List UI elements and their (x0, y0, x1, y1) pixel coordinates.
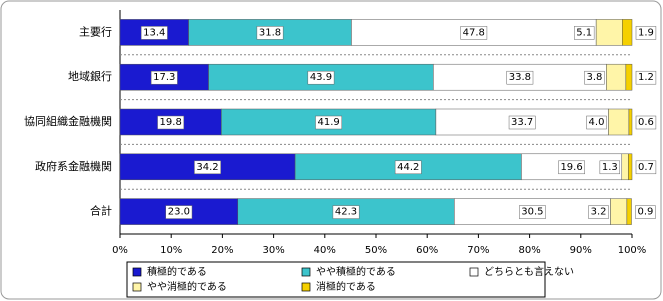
bar-segment (626, 198, 632, 225)
label-box (140, 26, 168, 40)
x-tick-label: 20% (211, 245, 233, 256)
legend-swatch (132, 282, 142, 292)
label-box (150, 70, 178, 85)
label-box (588, 205, 609, 219)
x-tick-label: 30% (262, 245, 284, 256)
label-box (635, 115, 657, 130)
bar-segment (610, 198, 628, 225)
legend-label: どちらとも言えない (484, 265, 574, 278)
value-label: 0.6 (638, 117, 654, 128)
value-label: 19.8 (160, 117, 182, 128)
category-label: 主要行 (79, 25, 112, 38)
value-label: 33.8 (509, 72, 531, 83)
label-box (315, 115, 343, 130)
value-label: 1.2 (638, 72, 654, 83)
label-box (332, 205, 360, 219)
value-label: 41.9 (318, 117, 340, 128)
label-box (194, 160, 221, 175)
value-label: 19.6 (560, 162, 582, 173)
label-box (460, 26, 488, 40)
label-box (558, 160, 585, 175)
value-label: 17.3 (153, 72, 175, 83)
legend-swatch (301, 282, 311, 292)
category-label: 地域銀行 (68, 69, 112, 83)
label-box (508, 115, 536, 130)
x-tick-label: 10% (160, 245, 182, 256)
value-label: 1.3 (602, 162, 618, 173)
value-label: 4.0 (589, 117, 605, 128)
x-tick-label: 80% (518, 245, 540, 256)
bar-segment (628, 153, 633, 181)
category-label: 合計 (90, 204, 112, 218)
x-tick-label: 50% (365, 245, 387, 256)
category-label: 協同組織金融機関 (24, 114, 112, 128)
label-box (506, 70, 534, 85)
value-label: 1.9 (638, 27, 654, 38)
value-label: 47.8 (463, 27, 485, 38)
label-box (256, 26, 284, 40)
legend-label: やや積極的である (316, 265, 396, 278)
legend-label: 積極的である (147, 265, 207, 278)
bar-segment (625, 63, 633, 91)
bar-segment (622, 19, 633, 46)
label-box (157, 115, 185, 130)
value-label: 3.2 (591, 207, 607, 218)
bar-segment (595, 19, 623, 46)
value-label: 44.2 (397, 162, 419, 173)
label-box (307, 70, 335, 85)
label-box (165, 205, 193, 219)
legend-label: やや消極的である (147, 280, 227, 293)
value-label: 42.3 (335, 207, 357, 218)
category-label: 政府系金融機関 (35, 159, 112, 173)
legend-swatch (301, 267, 311, 277)
label-box (635, 26, 657, 40)
value-label: 0.9 (637, 207, 653, 218)
bar-segment (606, 63, 627, 91)
label-box (635, 160, 657, 175)
legend-swatch (469, 267, 479, 277)
label-box (394, 160, 422, 175)
value-label: 13.4 (143, 27, 165, 38)
value-label: 34.2 (196, 162, 218, 173)
value-label: 3.8 (586, 72, 602, 83)
label-box (599, 160, 621, 175)
value-label: 43.9 (310, 72, 332, 83)
x-tick-label: 100% (618, 245, 647, 256)
value-label: 31.8 (259, 27, 281, 38)
label-box (519, 205, 546, 219)
bar-segment (628, 108, 633, 136)
x-tick-label: 40% (314, 245, 336, 256)
x-tick-label: 90% (570, 245, 592, 256)
value-label: 0.7 (638, 162, 654, 173)
x-tick-label: 70% (467, 245, 489, 256)
value-label: 5.1 (576, 27, 592, 38)
bar-segment (119, 153, 296, 181)
label-box (635, 70, 657, 85)
bar-segment (621, 153, 629, 181)
label-box (574, 26, 595, 40)
label-box (584, 70, 605, 85)
legend-label: 消極的である (316, 280, 376, 293)
x-tick-label: 0% (112, 245, 128, 256)
bar-segment (608, 108, 630, 136)
label-box (586, 115, 607, 130)
label-box (635, 205, 656, 219)
value-label: 30.5 (521, 207, 543, 218)
legend-swatch (132, 267, 142, 277)
x-tick-label: 60% (416, 245, 438, 256)
value-label: 33.7 (511, 117, 533, 128)
value-label: 23.0 (168, 207, 190, 218)
